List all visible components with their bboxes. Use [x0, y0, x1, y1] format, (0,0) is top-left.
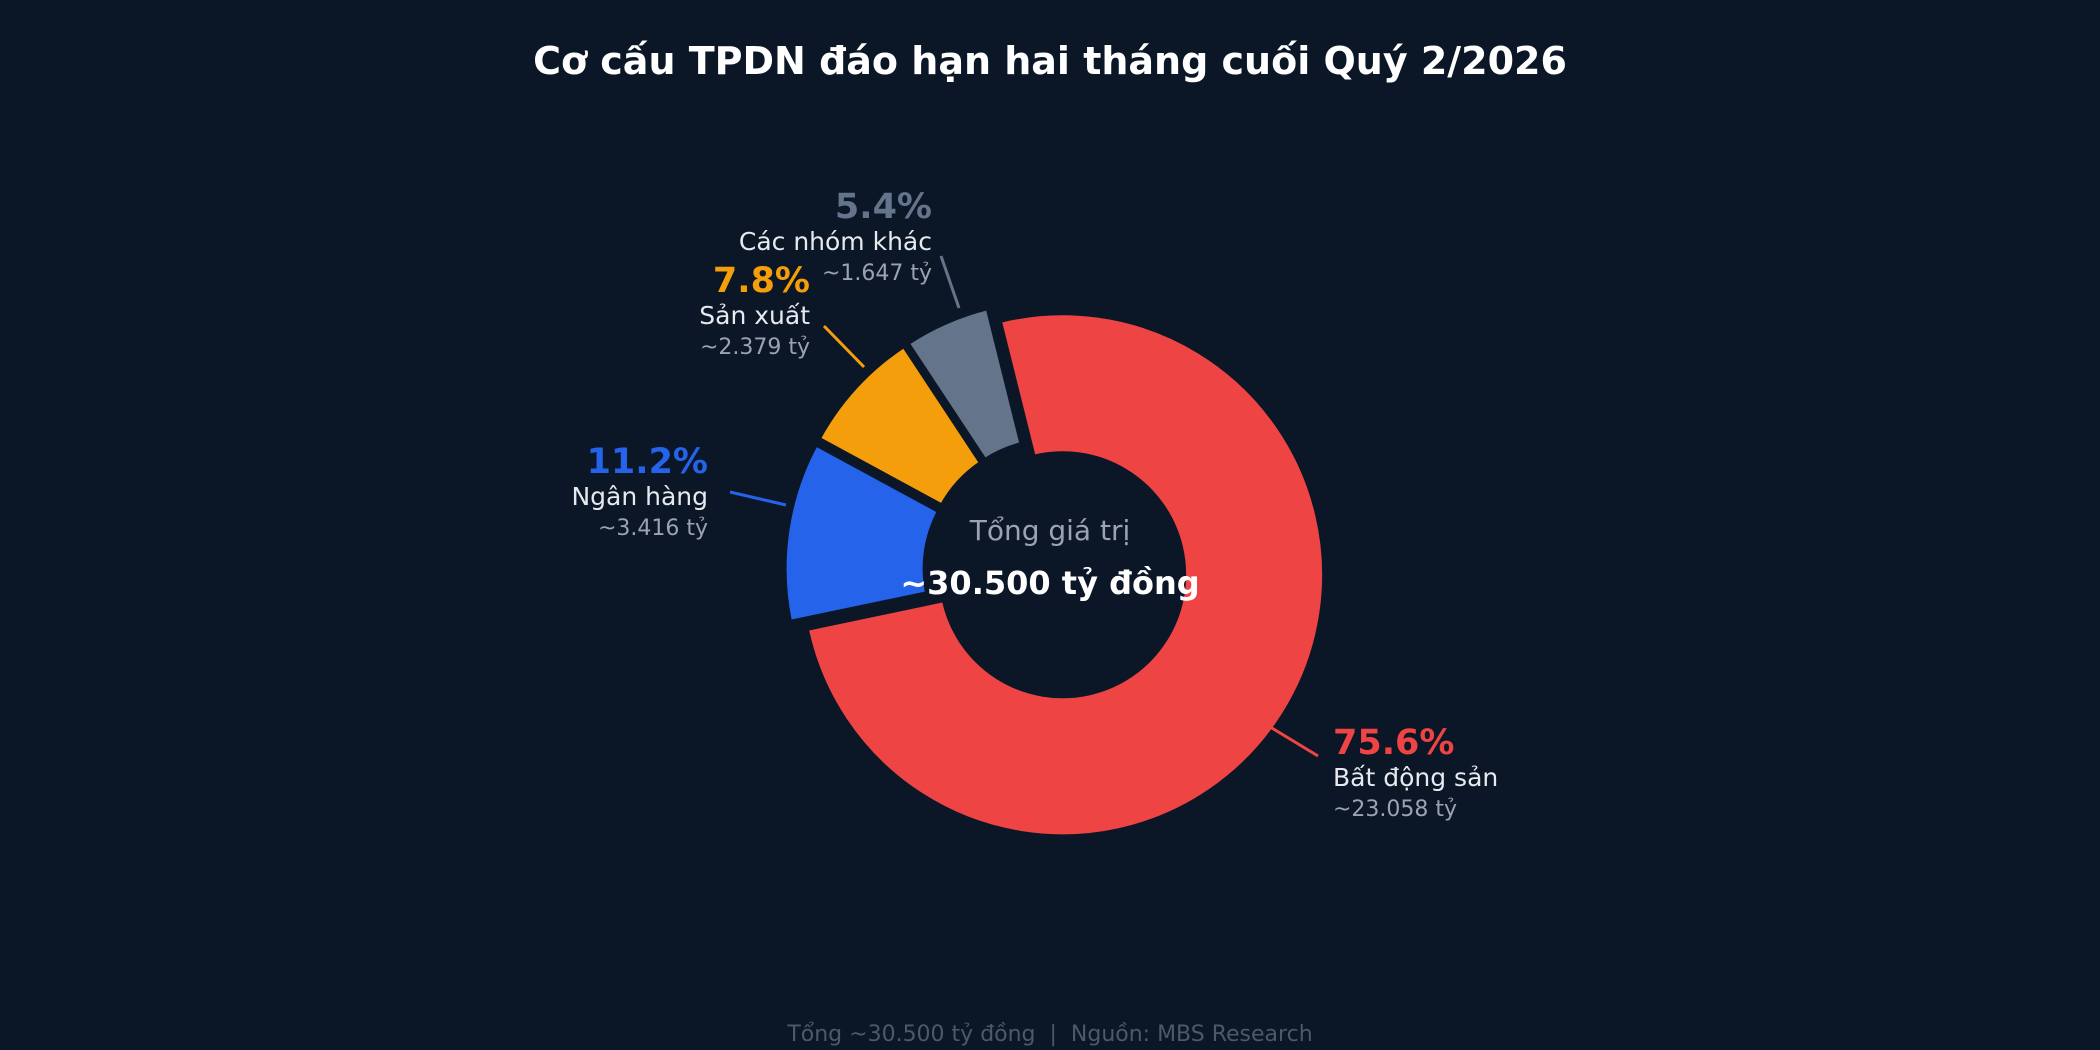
percent-label-san-xuat: 7.8% [713, 261, 810, 301]
percent-label-bat-dong-san: 75.6% [1333, 723, 1454, 763]
leader-line-bat-dong-san [1261, 720, 1319, 758]
amount-label-ngan-hang: ~3.416 tỷ [598, 516, 708, 541]
slice-labels: 75.6%Bất động sản ~23.058 tỷ 11.2%Ngân hàn… [571, 187, 1498, 822]
category-label-san-xuat: Sản xuất [699, 301, 810, 330]
percent-label-ngan-hang: 11.2% [587, 442, 708, 482]
leader-lines [729, 255, 1319, 758]
leader-line-ngan-hang [729, 490, 787, 507]
leader-line-san-xuat [822, 324, 866, 369]
chart-title: Cơ cấu TPDN đáo hạn hai tháng cuối Quý 2… [533, 39, 1567, 83]
center-label: Tổng giá trị [969, 514, 1131, 547]
category-label-cac-nhom-khac: Các nhóm khác [739, 227, 932, 256]
leader-line-cac-nhom-khac [939, 255, 961, 309]
slice-bat-dong-san [803, 310, 1328, 840]
category-label-bat-dong-san: Bất động sản [1333, 763, 1498, 792]
slice-ngan-hang [781, 440, 944, 626]
percent-label-cac-nhom-khac: 5.4% [835, 187, 932, 227]
amount-label-san-xuat: ~2.379 tỷ [700, 335, 810, 360]
donut-slices [781, 304, 1328, 840]
amount-label-bat-dong-san: ~23.058 tỷ [1333, 797, 1457, 822]
category-label-ngan-hang: Ngân hàng [571, 482, 708, 511]
amount-label-cac-nhom-khac: ~1.647 tỷ [822, 261, 932, 286]
chart-footer: Tổng ~30.500 tỷ đồng | Nguồn: MBS Resear… [786, 1022, 1312, 1047]
slice-san-xuat [814, 341, 986, 510]
center-value: ~30.500 tỷ đồng [900, 564, 1199, 602]
slice-cac-nhom-khac [903, 304, 1026, 465]
